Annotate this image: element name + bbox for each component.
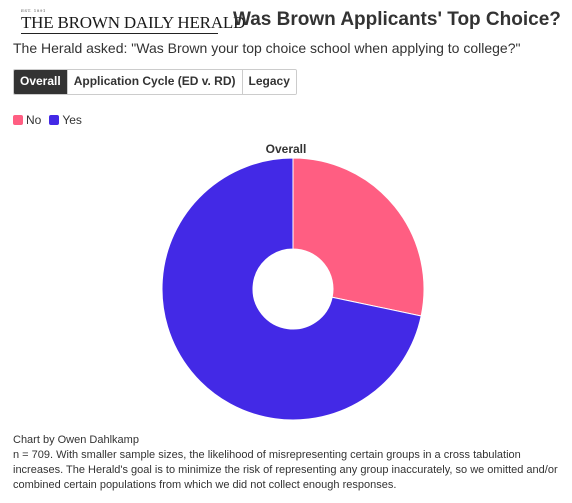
legend-swatch-yes (49, 115, 60, 125)
logo-wordmark: THE BROWN DAILY HERALD (21, 13, 246, 32)
legend-label-no: No (26, 113, 42, 127)
chart-tabs: Overall Application Cycle (ED v. RD) Leg… (13, 69, 297, 95)
brown-daily-herald-logo: EST. 1891 THE BROWN DAILY HERALD (21, 8, 245, 34)
legend-item-yes[interactable]: Yes (49, 113, 82, 127)
logo-rule (21, 33, 218, 34)
chart-legend: No Yes (13, 113, 82, 127)
subtitle: The Herald asked: "Was Brown your top ch… (13, 40, 521, 56)
legend-label-yes: Yes (62, 113, 82, 127)
methodology-note: n = 709. With smaller sample sizes, the … (13, 449, 558, 491)
header: EST. 1891 THE BROWN DAILY HERALD Was Bro… (13, 4, 563, 38)
pie-slice-no[interactable] (292, 157, 425, 317)
tab-overall[interactable]: Overall (14, 70, 68, 94)
logo-tagline: EST. 1891 (21, 8, 46, 13)
page-title: Was Brown Applicants' Top Choice? (233, 9, 561, 30)
legend-item-no[interactable]: No (13, 113, 41, 127)
tab-legacy[interactable]: Legacy (242, 70, 296, 94)
tab-application-cycle[interactable]: Application Cycle (ED v. RD) (67, 70, 243, 94)
chart-credit: Chart by Owen Dahlkamp (13, 434, 139, 446)
chart-title: Overall (265, 142, 307, 156)
footer: Chart by Owen Dahlkamp n = 709. With sma… (13, 433, 563, 493)
legend-swatch-no (13, 115, 23, 125)
pie-slice-yes[interactable] (161, 157, 422, 421)
